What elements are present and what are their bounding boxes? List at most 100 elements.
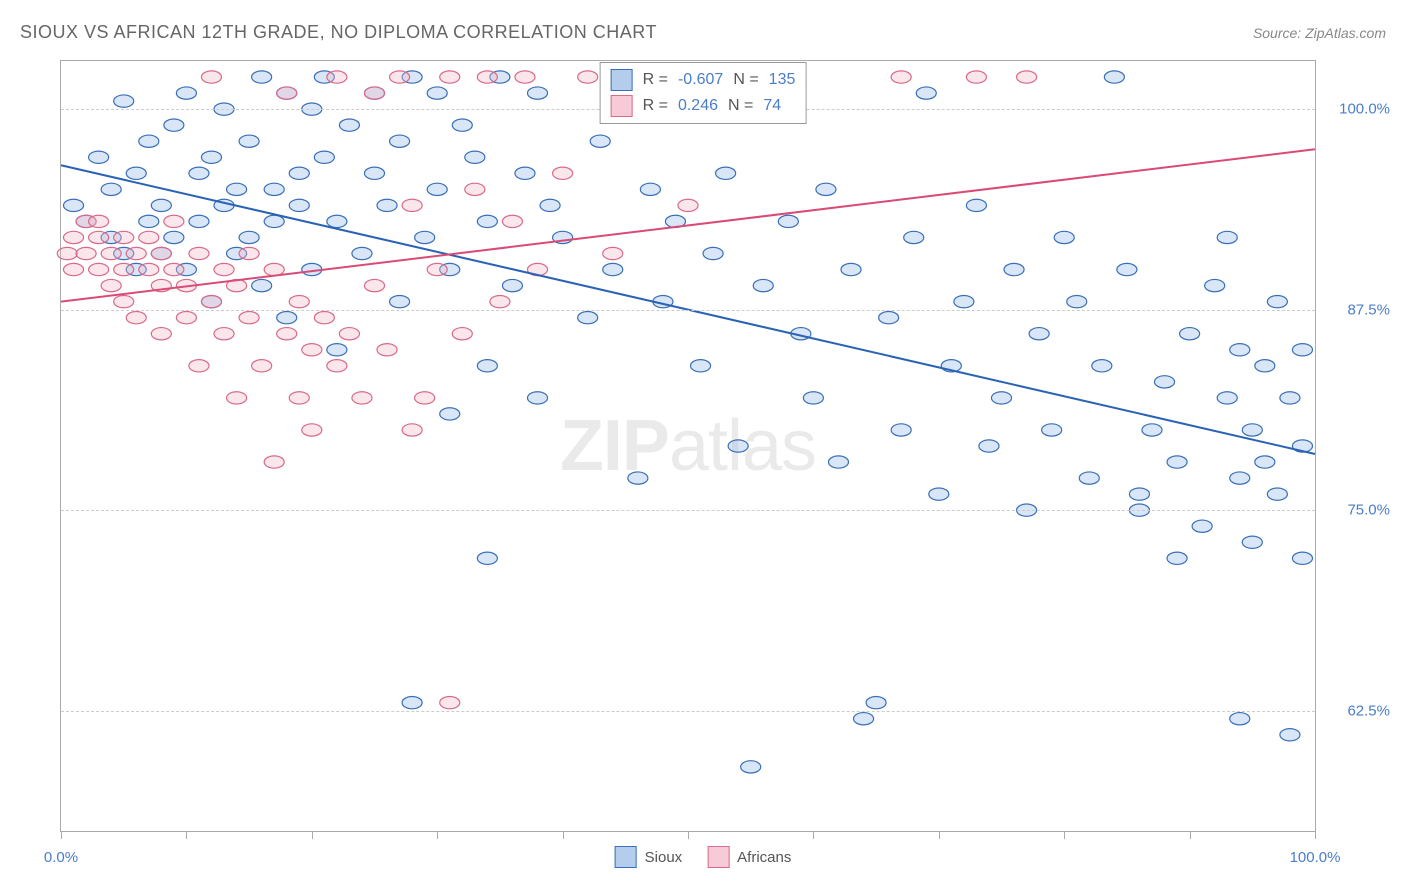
- data-point: [502, 215, 522, 227]
- legend-item-sioux: Sioux: [615, 846, 683, 868]
- data-point: [828, 456, 848, 468]
- legend-r-value-sioux: -0.607: [678, 71, 723, 89]
- data-point: [515, 71, 535, 83]
- data-point: [991, 392, 1011, 404]
- legend-row-sioux: R = -0.607 N = 135: [611, 67, 796, 93]
- legend-label-africans: Africans: [737, 849, 791, 866]
- data-point: [327, 215, 347, 227]
- data-point: [302, 344, 322, 356]
- x-tick-mark: [1315, 831, 1316, 839]
- x-tick-label: 100.0%: [1290, 849, 1341, 866]
- data-point: [628, 472, 648, 484]
- data-point: [427, 87, 447, 99]
- x-tick-mark: [1064, 831, 1065, 839]
- data-point: [101, 247, 121, 259]
- data-point: [1255, 360, 1275, 372]
- data-point: [364, 87, 384, 99]
- data-point: [189, 215, 209, 227]
- data-point: [164, 119, 184, 131]
- data-point: [377, 199, 397, 211]
- data-point: [966, 71, 986, 83]
- data-point: [239, 247, 259, 259]
- data-point: [1205, 279, 1225, 291]
- data-point: [302, 424, 322, 436]
- data-point: [139, 231, 159, 243]
- data-point: [289, 167, 309, 179]
- data-point: [1129, 488, 1149, 500]
- y-tick-label: 87.5%: [1347, 301, 1390, 318]
- plot-area: ZIPatlas 62.5%75.0%87.5%100.0%0.0%100.0%: [60, 60, 1316, 832]
- data-point: [753, 279, 773, 291]
- data-point: [176, 312, 196, 324]
- data-point: [390, 295, 410, 307]
- data-point: [1067, 295, 1087, 307]
- legend-n-value-africans: 74: [763, 97, 781, 115]
- data-point: [1029, 328, 1049, 340]
- data-point: [515, 167, 535, 179]
- data-point: [1242, 536, 1262, 548]
- data-point: [452, 328, 472, 340]
- data-point: [402, 199, 422, 211]
- plot-svg: [61, 61, 1315, 831]
- x-tick-mark: [563, 831, 564, 839]
- data-point: [252, 71, 272, 83]
- chart-title: SIOUX VS AFRICAN 12TH GRADE, NO DIPLOMA …: [20, 22, 657, 43]
- data-point: [239, 135, 259, 147]
- data-point: [201, 295, 221, 307]
- data-point: [1054, 231, 1074, 243]
- data-point: [477, 215, 497, 227]
- data-point: [841, 263, 861, 275]
- data-point: [590, 135, 610, 147]
- data-point: [1217, 392, 1237, 404]
- data-point: [703, 247, 723, 259]
- data-point: [879, 312, 899, 324]
- data-point: [352, 392, 372, 404]
- data-point: [126, 247, 146, 259]
- data-point: [239, 231, 259, 243]
- data-point: [151, 199, 171, 211]
- data-point: [277, 87, 297, 99]
- data-point: [339, 119, 359, 131]
- data-point: [114, 231, 134, 243]
- x-tick-mark: [688, 831, 689, 839]
- data-point: [64, 231, 84, 243]
- data-point: [402, 424, 422, 436]
- data-point: [64, 263, 84, 275]
- data-point: [189, 247, 209, 259]
- data-point: [1230, 472, 1250, 484]
- data-point: [603, 263, 623, 275]
- data-point: [1167, 456, 1187, 468]
- legend-n-value-sioux: 135: [769, 71, 796, 89]
- data-point: [1255, 456, 1275, 468]
- data-point: [214, 263, 234, 275]
- data-point: [339, 328, 359, 340]
- data-point: [427, 263, 447, 275]
- data-point: [578, 312, 598, 324]
- source-attribution: Source: ZipAtlas.com: [1253, 25, 1386, 41]
- data-point: [327, 71, 347, 83]
- data-point: [89, 215, 109, 227]
- data-point: [189, 167, 209, 179]
- correlation-chart: SIOUX VS AFRICAN 12TH GRADE, NO DIPLOMA …: [0, 0, 1406, 892]
- data-point: [440, 408, 460, 420]
- data-point: [716, 167, 736, 179]
- data-point: [264, 183, 284, 195]
- data-point: [1017, 71, 1037, 83]
- data-point: [527, 392, 547, 404]
- data-point: [264, 215, 284, 227]
- data-point: [929, 488, 949, 500]
- legend-label-sioux: Sioux: [645, 849, 683, 866]
- data-point: [252, 360, 272, 372]
- data-point: [89, 231, 109, 243]
- data-point: [1267, 295, 1287, 307]
- data-point: [979, 440, 999, 452]
- data-point: [1280, 392, 1300, 404]
- legend-r-value-africans: 0.246: [678, 97, 718, 115]
- data-point: [164, 263, 184, 275]
- data-point: [114, 263, 134, 275]
- legend-swatch-sioux-bottom: [615, 846, 637, 868]
- data-point: [578, 71, 598, 83]
- data-point: [415, 231, 435, 243]
- x-tick-mark: [437, 831, 438, 839]
- legend-swatch-africans-bottom: [707, 846, 729, 868]
